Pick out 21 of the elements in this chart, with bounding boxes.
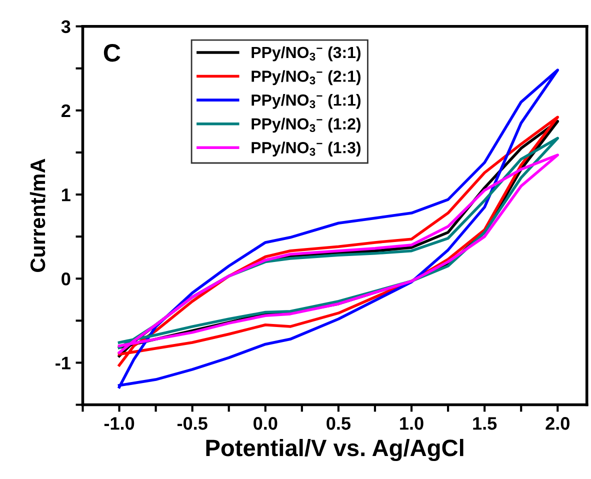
x-tick-label: 1.0 bbox=[400, 417, 424, 430]
legend-label: PPy/NO$_{3}$$^{−}$ (1:3) bbox=[252, 142, 360, 156]
y-axis-title: Current/mA bbox=[30, 158, 46, 272]
y-tick-label: 0 bbox=[62, 272, 70, 286]
x-axis-title: Potential/V vs. Ag/AgCl bbox=[206, 438, 464, 462]
x-tick-label: -0.5 bbox=[177, 417, 208, 430]
x-tick-label: 0.0 bbox=[254, 417, 278, 430]
line-series bbox=[118, 68, 560, 388]
annotation: C bbox=[104, 44, 120, 62]
y-tick-label: 3 bbox=[61, 20, 70, 34]
legend-label: PPy/NO$_{3}$$^{−}$ (1:2) bbox=[252, 118, 360, 133]
y-tick-label: 1 bbox=[62, 188, 70, 202]
legend-label: PPy/NO$_{3}$$^{−}$ (1:1) bbox=[252, 94, 360, 109]
x-tick-label: 1.5 bbox=[473, 417, 497, 430]
y-tick-label: 2 bbox=[62, 104, 70, 117]
x-tick-label: -1.0 bbox=[104, 417, 134, 430]
legend-label: PPy/NO$_{3}$$^{−}$ (3:1) bbox=[252, 46, 360, 62]
x-tick-label: 2.0 bbox=[546, 417, 570, 430]
x-tick-label: 0.5 bbox=[326, 417, 350, 430]
y-tick-label: -1 bbox=[56, 356, 70, 370]
legend-label: PPy/NO$_{3}$$^{−}$ (2:1) bbox=[252, 70, 360, 86]
